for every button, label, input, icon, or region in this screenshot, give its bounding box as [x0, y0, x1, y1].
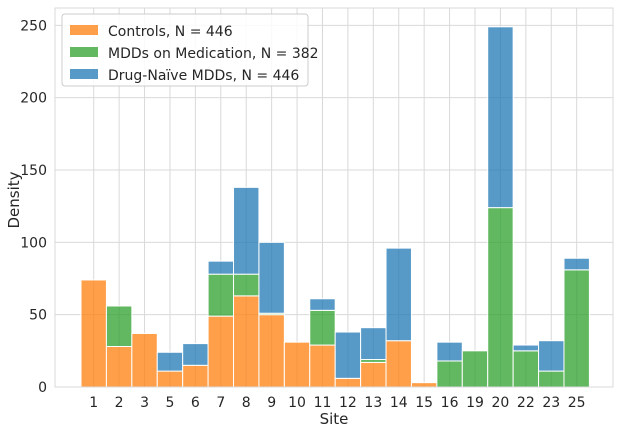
- bar-segment: [207, 260, 235, 275]
- y-tick-label: 250: [20, 18, 47, 34]
- x-tick-label: 5: [166, 395, 175, 411]
- plot-frame: [54, 7, 614, 388]
- bar-segment: [385, 247, 412, 342]
- bar-segment: [309, 298, 336, 311]
- bar-segment: [258, 314, 285, 388]
- bar-segment: [156, 370, 184, 388]
- x-tick-label: 12: [339, 395, 357, 411]
- bar-segment: [258, 241, 285, 314]
- legend-swatch: [70, 69, 98, 79]
- bar-segment: [512, 350, 540, 388]
- x-tick-label: 20: [492, 395, 510, 411]
- bar-segment: [233, 295, 260, 388]
- x-tick-label: 16: [441, 395, 459, 411]
- bar-segment: [309, 344, 336, 388]
- bar-segment: [461, 350, 489, 388]
- bar-segment: [131, 332, 158, 388]
- legend-box: [61, 13, 309, 87]
- bar-segment: [563, 257, 590, 271]
- x-tick-label: 13: [364, 395, 382, 411]
- bar-segment: [436, 360, 463, 388]
- legend-label: Drug-Naïve MDDs, N = 446: [108, 68, 299, 84]
- legend-swatch: [70, 25, 98, 35]
- bar-segment: [207, 315, 235, 388]
- bar-segment: [487, 26, 514, 209]
- y-tick-label: 50: [29, 308, 47, 324]
- bar-segment: [334, 377, 362, 388]
- bar-segment: [360, 361, 387, 388]
- y-tick-label: 200: [20, 91, 47, 107]
- x-tick-label: 10: [288, 395, 306, 411]
- bar-segment: [233, 273, 260, 297]
- x-tick-label: 23: [542, 395, 560, 411]
- bar-segment: [105, 345, 133, 388]
- bar-segment: [334, 331, 362, 379]
- y-tick-label: 0: [38, 380, 47, 396]
- x-tick-label: 8: [242, 395, 251, 411]
- bar-segment: [283, 341, 311, 388]
- bar-segment: [538, 340, 565, 372]
- bar-segment: [156, 351, 184, 372]
- x-tick-label: 1: [89, 395, 98, 411]
- bar-segment: [487, 207, 514, 388]
- legend-label: MDDs on Medication, N = 382: [108, 46, 319, 62]
- x-tick-label: 6: [191, 395, 200, 411]
- bar-segment: [410, 382, 438, 388]
- bars: [80, 26, 590, 388]
- x-tick-label: 14: [390, 395, 408, 411]
- legend: Controls, N = 446 MDDs on Medication, N =…: [61, 13, 319, 87]
- x-tick-label: 7: [216, 395, 225, 411]
- bar-segment: [436, 341, 463, 362]
- x-tick-label: 15: [415, 395, 433, 411]
- x-tick-label: 19: [466, 395, 484, 411]
- y-axis-title: Density: [5, 171, 23, 228]
- bar-segment: [385, 340, 412, 388]
- bar-segment: [182, 343, 209, 366]
- x-tick-label: 9: [267, 395, 276, 411]
- x-tick-label: 2: [115, 395, 124, 411]
- bar-segment: [233, 186, 260, 275]
- bar-segment: [360, 327, 387, 361]
- bar-segment: [105, 305, 133, 347]
- x-tick-label: 11: [314, 395, 332, 411]
- bar-segment: [538, 370, 565, 388]
- legend-swatch: [70, 47, 98, 57]
- x-tick-label: 22: [517, 395, 535, 411]
- bar-segment: [207, 273, 235, 317]
- bar-segment: [182, 364, 209, 388]
- bar-segment: [80, 279, 107, 388]
- y-tick-label: 150: [20, 163, 47, 179]
- bar-segment: [512, 344, 540, 352]
- bar-segment: [309, 309, 336, 346]
- x-tick-label: 3: [140, 395, 149, 411]
- x-tick-label: 25: [568, 395, 586, 411]
- legend-label: Controls, N = 446: [108, 24, 233, 40]
- y-tick-label: 100: [20, 235, 47, 251]
- bar-segment: [563, 269, 590, 388]
- x-axis-title: Site: [320, 410, 349, 428]
